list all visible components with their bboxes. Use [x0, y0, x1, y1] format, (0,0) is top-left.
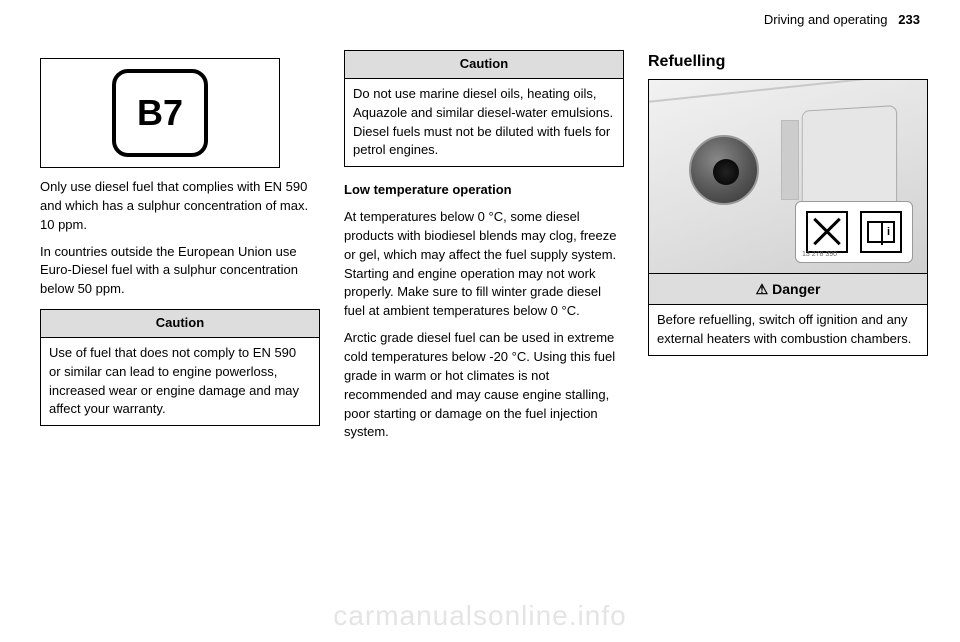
body-contour-line [648, 79, 928, 107]
manual-icon: i [860, 211, 902, 253]
low-temp-heading: Low temperature operation [344, 182, 512, 197]
page-number: 233 [898, 12, 920, 27]
column-1: B7 Only use diesel fuel that complies wi… [40, 50, 320, 426]
danger-body: Before refuelling, switch off ignition a… [648, 305, 928, 356]
manual-i-glyph: i [887, 225, 890, 241]
caution-body-1: Use of fuel that does not comply to EN 5… [41, 338, 319, 425]
flap-hinge [781, 120, 799, 200]
column-3: Refuelling i 13 278 390 ⚠Danger Before r… [648, 50, 928, 356]
page-header: Driving and operating 233 [764, 12, 920, 27]
watermark: carmanualsonline.info [0, 600, 960, 632]
b7-badge: B7 [112, 69, 208, 157]
col1-para-1: Only use diesel fuel that complies with … [40, 178, 320, 235]
warning-sticker: i 13 278 390 [795, 201, 913, 263]
fuel-filler-hole [713, 159, 739, 185]
danger-header: ⚠Danger [648, 274, 928, 305]
caution-body-2: Do not use marine diesel oils, heating o… [345, 79, 623, 166]
col2-para-1: At temperatures below 0 °C, some diesel … [344, 208, 624, 321]
col1-para-2: In countries outside the European Union … [40, 243, 320, 300]
column-2: Caution Do not use marine diesel oils, h… [344, 50, 624, 450]
caution-box-1: Caution Use of fuel that does not comply… [40, 309, 320, 426]
warning-triangle-icon: ⚠ [756, 279, 769, 299]
caution-box-2: Caution Do not use marine diesel oils, h… [344, 50, 624, 167]
page: Driving and operating 233 B7 Only use di… [0, 0, 960, 642]
no-flame-icon [806, 211, 848, 253]
fuel-label-figure: B7 [40, 58, 280, 168]
fuel-filler-neck [689, 135, 759, 205]
sticker-part-number: 13 278 390 [802, 250, 837, 260]
col2-para-2: Arctic grade diesel fuel can be used in … [344, 329, 624, 442]
section-title: Driving and operating [764, 12, 888, 27]
caution-title-2: Caution [345, 51, 623, 79]
refuelling-heading: Refuelling [648, 50, 928, 73]
caution-title-1: Caution [41, 310, 319, 338]
danger-title: Danger [772, 281, 820, 297]
fuel-flap-figure: i 13 278 390 [648, 79, 928, 274]
